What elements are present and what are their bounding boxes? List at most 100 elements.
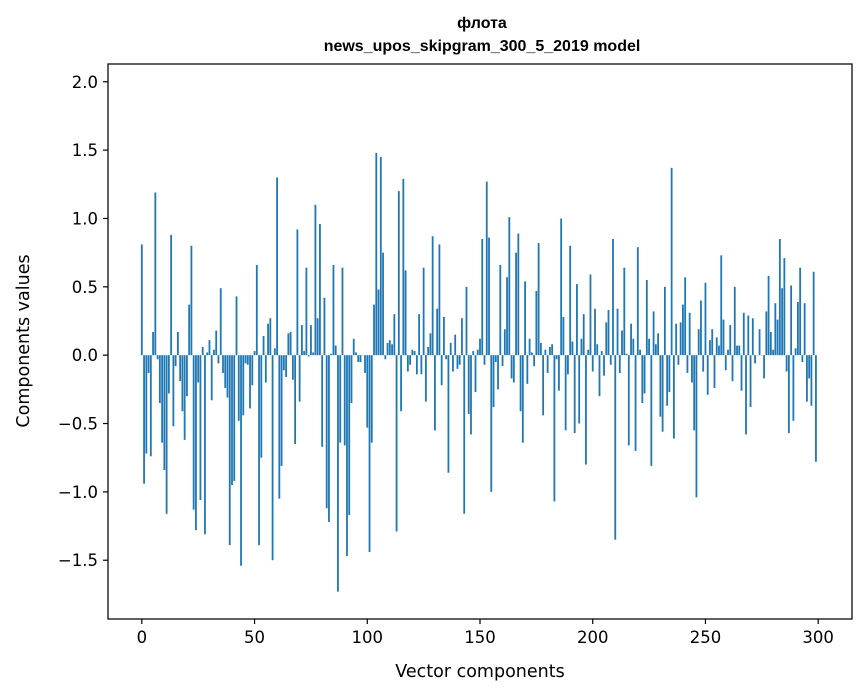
bar-299 (815, 355, 817, 462)
bar-225 (648, 338, 650, 356)
bar-254 (713, 355, 716, 388)
x-axis-ticks: 0 50 100 150 200 250 300 (137, 619, 834, 647)
x-tick-label: 300 (802, 628, 834, 647)
bar-125 (422, 267, 425, 356)
bar-220 (636, 247, 639, 356)
bar-84 (330, 353, 333, 356)
bar-208 (609, 355, 612, 365)
bar-91 (346, 355, 348, 557)
bar-217 (630, 323, 632, 356)
bar-164 (510, 355, 513, 379)
bar-99 (364, 355, 366, 373)
bar-193 (576, 284, 578, 356)
bar-137 (449, 342, 452, 356)
bar-197 (585, 355, 587, 465)
bar-83 (328, 355, 330, 522)
bar-169 (521, 355, 524, 443)
bar-0 (140, 244, 143, 356)
bar-105 (377, 289, 380, 356)
bar-229 (657, 333, 660, 356)
bar-206 (605, 322, 608, 356)
y-axis-label: Components values (14, 254, 34, 427)
bar-248 (700, 300, 702, 356)
plot-frame (107, 63, 853, 620)
bar-12 (167, 355, 170, 394)
bar-218 (632, 338, 635, 356)
bar-3 (147, 355, 150, 373)
bar-196 (582, 314, 585, 356)
bar-86 (334, 345, 337, 356)
bar-181 (548, 346, 551, 356)
bar-89 (341, 267, 344, 356)
bar-54 (262, 336, 265, 356)
bar-66 (289, 331, 292, 356)
bar-80 (321, 355, 324, 447)
bar-96 (357, 355, 360, 362)
bar-189 (567, 355, 569, 375)
y-axis-ticks: −1.5 −1.0 −0.5 0.0 0.5 1.0 1.5 2.0 (58, 73, 108, 570)
bar-259 (724, 355, 727, 371)
bar-186 (560, 218, 563, 356)
bar-39 (228, 355, 231, 546)
bar-296 (808, 355, 811, 379)
bars-group (140, 152, 817, 592)
bar-191 (571, 341, 574, 356)
bar-161 (503, 329, 506, 356)
bar-207 (607, 310, 610, 356)
bar-113 (395, 355, 398, 532)
bar-106 (379, 156, 382, 356)
bar-210 (614, 355, 617, 540)
bar-95 (355, 352, 357, 356)
bar-202 (596, 344, 599, 356)
bar-264 (736, 345, 738, 356)
bar-256 (718, 345, 720, 356)
bar-92 (348, 355, 351, 516)
bar-213 (621, 330, 623, 356)
bar-130 (434, 355, 436, 431)
bar-36 (222, 355, 224, 373)
bar-284 (781, 288, 784, 356)
bar-158 (497, 355, 499, 390)
bar-249 (702, 355, 705, 372)
bar-234 (668, 355, 671, 393)
bar-237 (675, 323, 678, 356)
bar-152 (483, 355, 486, 365)
bar-245 (693, 355, 696, 431)
bar-172 (528, 338, 531, 356)
bar-120 (411, 349, 414, 356)
bar-2 (145, 355, 148, 454)
bar-69 (296, 229, 299, 356)
bar-17 (179, 355, 182, 382)
bar-61 (278, 355, 281, 499)
bar-175 (535, 290, 538, 356)
bar-282 (776, 319, 779, 356)
bar-136 (447, 355, 450, 473)
bar-85 (332, 264, 335, 356)
bar-18 (181, 355, 184, 412)
x-tick-label: 100 (352, 628, 384, 647)
chart-title: флота (457, 15, 507, 32)
bar-171 (526, 355, 529, 384)
bar-129 (431, 236, 434, 356)
bar-179 (544, 349, 547, 356)
bar-68 (294, 355, 297, 445)
bar-219 (634, 355, 637, 451)
bar-122 (415, 355, 418, 375)
bar-185 (558, 355, 560, 391)
bar-65 (287, 333, 290, 356)
bar-8 (158, 355, 161, 404)
bar-230 (659, 355, 662, 417)
bar-293 (801, 355, 804, 362)
bar-16 (176, 331, 179, 356)
bar-167 (517, 233, 520, 356)
bar-126 (424, 355, 427, 402)
bar-290 (794, 348, 797, 356)
bar-195 (580, 338, 583, 356)
bar-145 (467, 355, 470, 414)
bar-224 (645, 279, 648, 356)
y-tick-label: 1.5 (72, 141, 98, 160)
x-axis-label: Vector components (395, 662, 564, 682)
bar-251 (706, 355, 709, 395)
bar-295 (806, 355, 808, 402)
